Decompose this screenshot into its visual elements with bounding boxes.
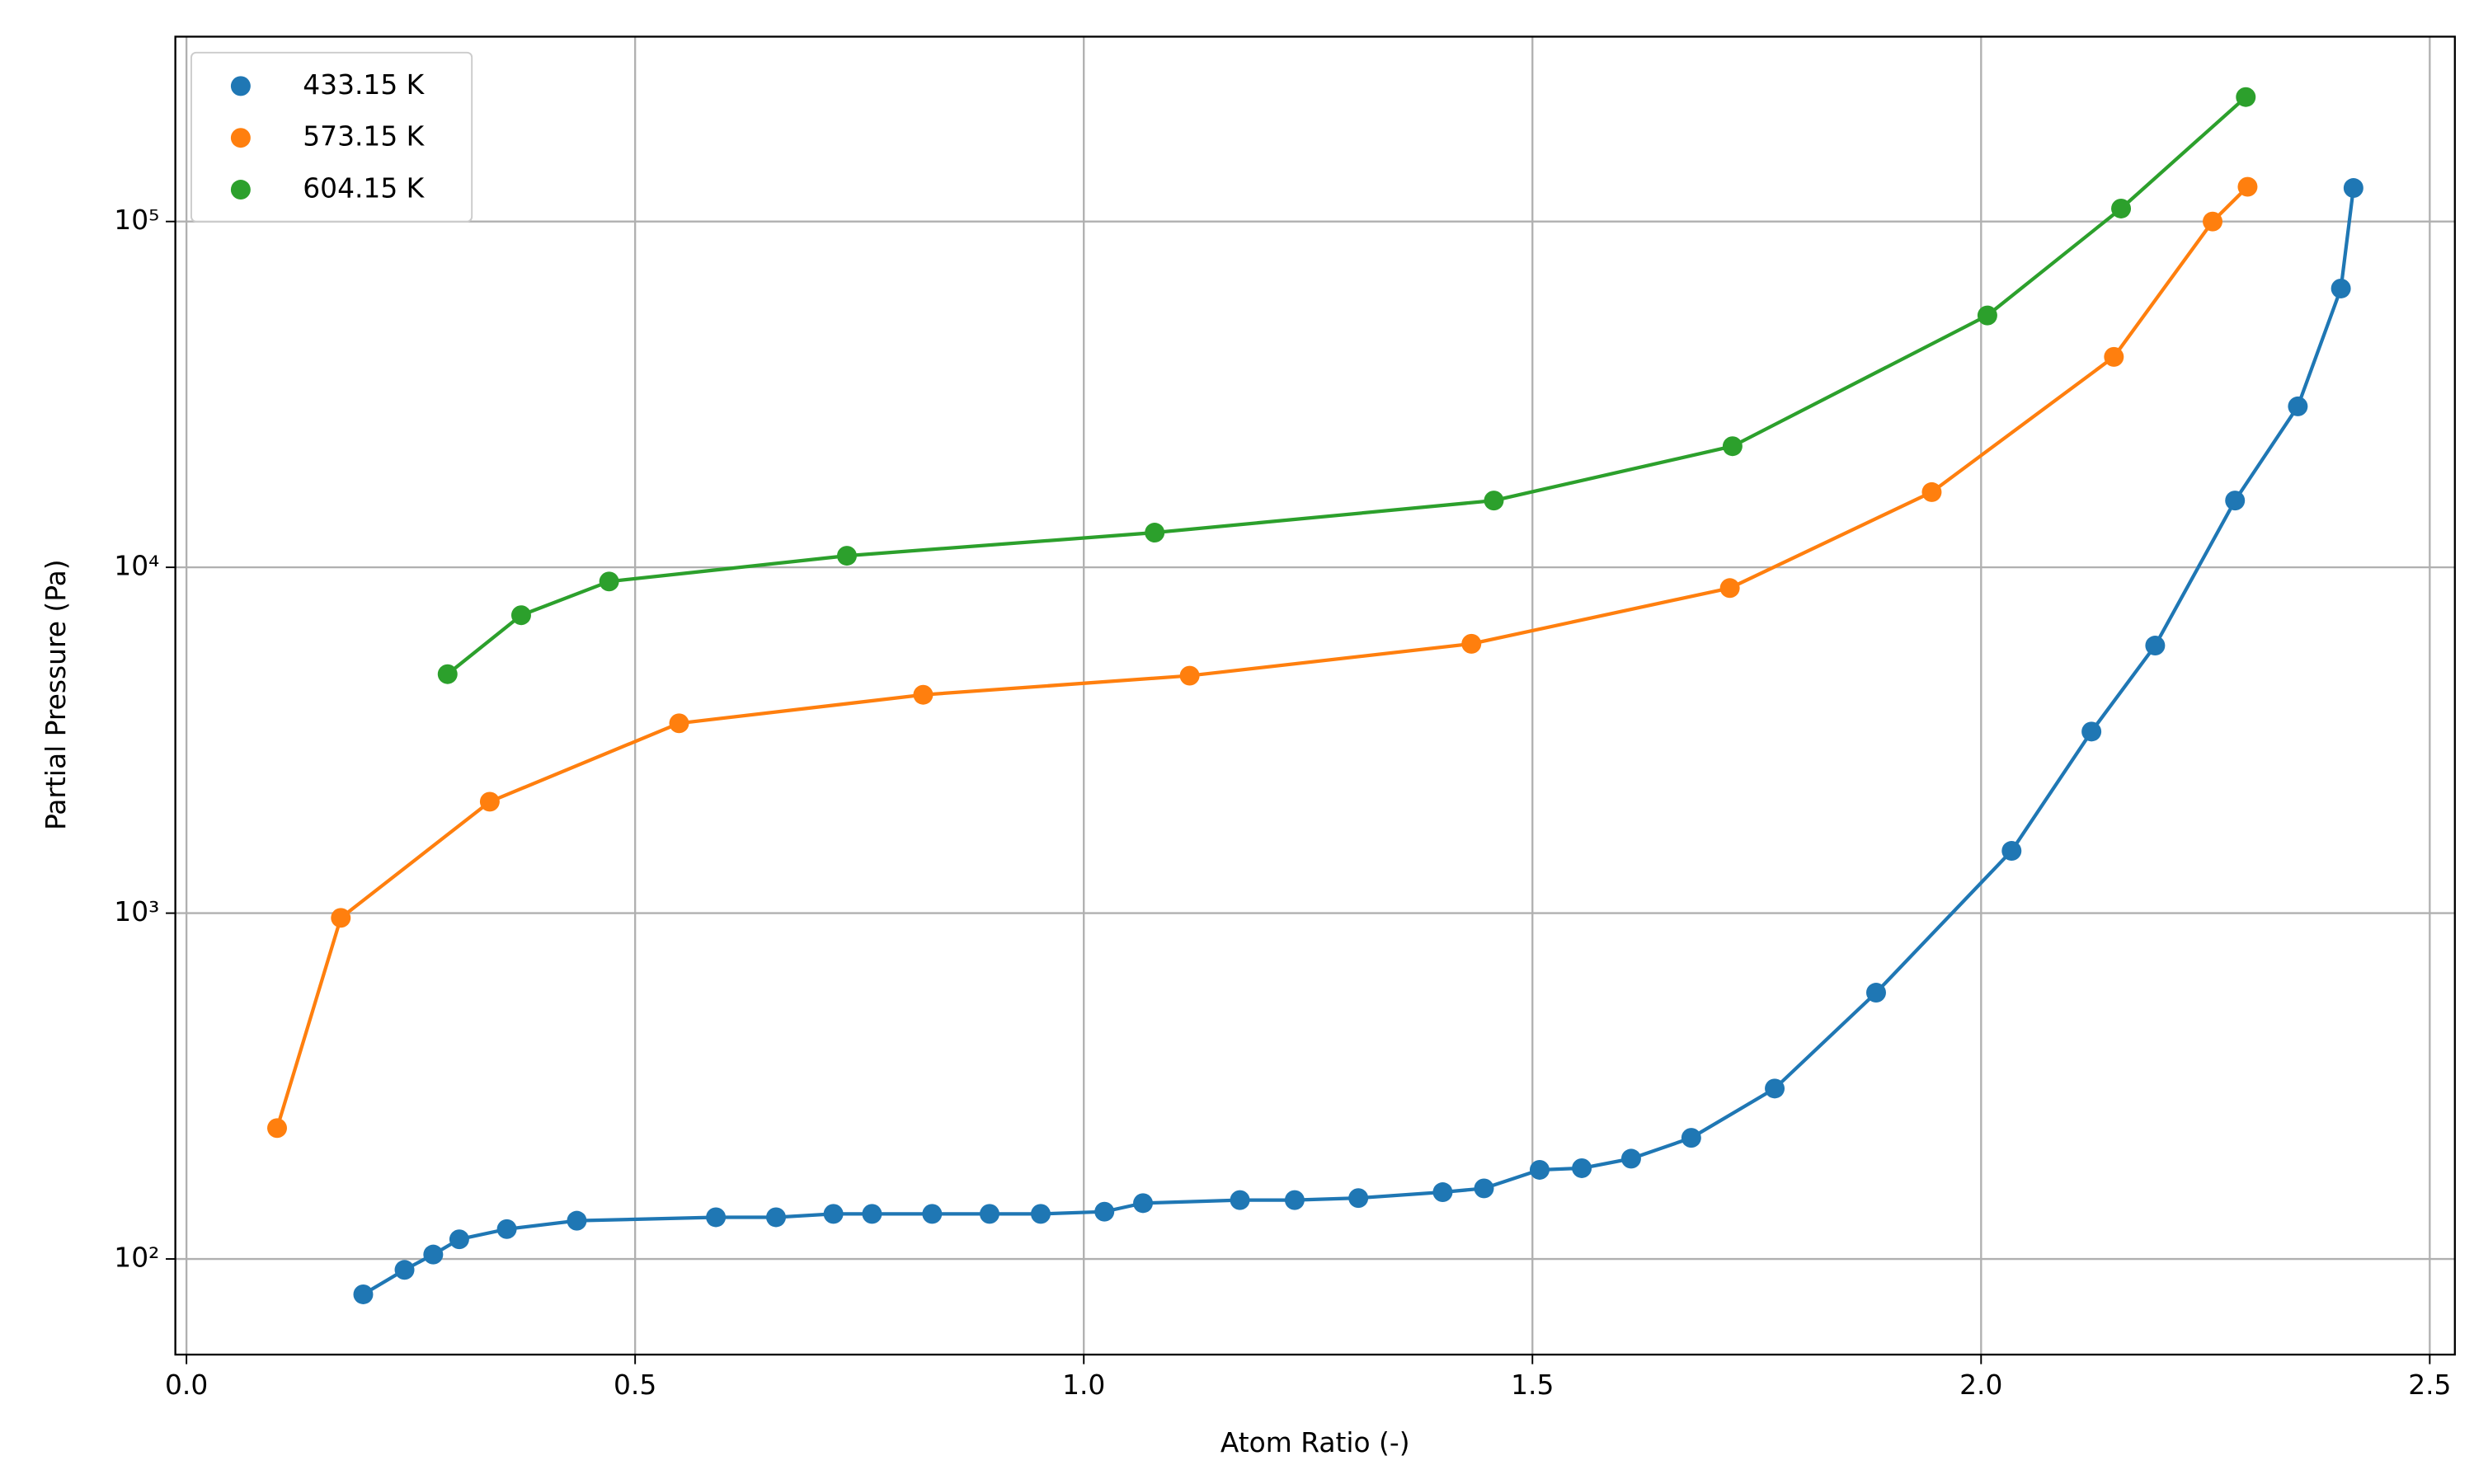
- y-axis-label: Partial Pressure (Pa): [40, 559, 72, 830]
- data-point: [2343, 178, 2363, 199]
- data-point: [1348, 1188, 1369, 1209]
- data-point: [1484, 491, 1504, 511]
- y-tick-label: 10⁴: [114, 550, 159, 582]
- data-point: [331, 908, 351, 928]
- data-point: [1681, 1128, 1701, 1148]
- x-axis-label: Atom Ratio (-): [1221, 1426, 1410, 1458]
- data-point: [669, 713, 689, 734]
- data-point: [2331, 278, 2351, 298]
- data-point: [979, 1204, 999, 1224]
- data-point: [423, 1244, 444, 1265]
- y-tick-label: 10²: [114, 1242, 159, 1274]
- data-point: [1620, 1148, 1641, 1169]
- x-tick-label: 0.0: [165, 1369, 208, 1401]
- data-point: [1977, 305, 1997, 326]
- legend-label: 573.15 K: [303, 120, 425, 153]
- legend-marker: [230, 180, 251, 200]
- data-point: [823, 1204, 844, 1224]
- data-point: [449, 1229, 469, 1250]
- data-point: [1474, 1178, 1494, 1199]
- data-point: [2225, 491, 2246, 511]
- data-point: [1921, 481, 1942, 502]
- data-point: [267, 1118, 288, 1139]
- data-point: [1179, 665, 1200, 686]
- data-point: [1765, 1078, 1785, 1099]
- data-point: [496, 1219, 517, 1239]
- y-tick-label: 10³: [114, 895, 159, 928]
- x-tick-label: 2.0: [1959, 1369, 2002, 1401]
- data-point: [706, 1207, 727, 1228]
- data-point: [599, 571, 619, 592]
- data-point: [1432, 1182, 1453, 1203]
- legend: 433.15 K 573.15 K 604.15 K: [190, 51, 473, 223]
- x-tick-label: 0.5: [614, 1369, 656, 1401]
- data-point: [510, 605, 531, 626]
- legend-label: 604.15 K: [303, 172, 425, 204]
- data-point: [437, 664, 458, 684]
- grid: [175, 36, 2455, 1355]
- data-point: [1133, 1193, 1154, 1214]
- data-point: [2081, 721, 2102, 742]
- data-point: [1529, 1159, 1550, 1180]
- data-point: [1145, 523, 1165, 543]
- x-tick-label: 2.5: [2408, 1369, 2451, 1401]
- data-point: [1094, 1201, 1115, 1222]
- data-point: [1461, 633, 1482, 654]
- data-point: [2001, 841, 2022, 862]
- data-point: [394, 1260, 415, 1280]
- series-line: [446, 96, 2247, 676]
- series-line: [275, 186, 2249, 1129]
- data-point: [479, 791, 500, 812]
- data-point: [913, 684, 934, 705]
- data-point: [1230, 1190, 1250, 1210]
- legend-label: 433.15 K: [303, 68, 425, 101]
- data-point: [766, 1207, 786, 1228]
- data-point: [2288, 396, 2308, 416]
- data-point: [1284, 1190, 1305, 1210]
- data-point: [1572, 1158, 1592, 1178]
- data-point: [2104, 346, 2124, 367]
- data-point: [567, 1210, 587, 1231]
- data-point: [1030, 1204, 1051, 1224]
- data-point: [2145, 636, 2166, 656]
- plot-frame: [174, 35, 2456, 1356]
- legend-box: [190, 51, 473, 223]
- data-point: [2237, 176, 2258, 197]
- data-point: [2111, 198, 2132, 218]
- data-point: [1722, 436, 1743, 457]
- x-tick-label: 1.5: [1511, 1369, 1554, 1401]
- data-point: [862, 1204, 882, 1224]
- data-point: [2236, 87, 2256, 107]
- data-point: [922, 1204, 943, 1224]
- legend-marker: [230, 128, 251, 148]
- data-point: [353, 1284, 374, 1304]
- y-tick-label: 10⁵: [114, 204, 159, 236]
- legend-marker: [230, 76, 251, 96]
- x-tick-label: 1.0: [1062, 1369, 1105, 1401]
- data-point: [1719, 578, 1740, 599]
- data-point: [836, 546, 857, 566]
- data-point: [1866, 983, 1886, 1003]
- data-point: [2203, 211, 2223, 232]
